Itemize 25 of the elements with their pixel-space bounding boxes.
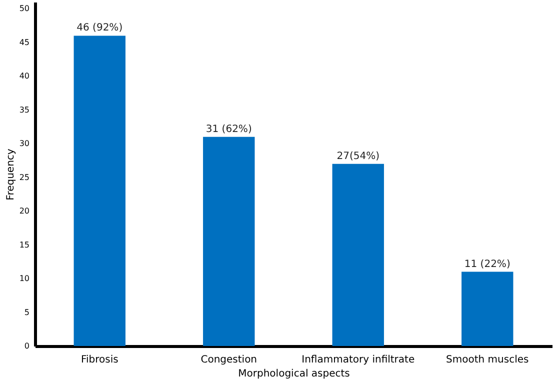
bar — [332, 164, 384, 346]
y-tick-label: 0 — [24, 342, 30, 350]
y-tick-label: 40 — [19, 72, 30, 81]
x-axis-title: Morphological aspects — [238, 368, 350, 380]
y-tick-label: 30 — [19, 139, 30, 148]
bar — [462, 272, 514, 346]
data-label: 31 (62%) — [206, 124, 252, 135]
x-tick-label: Fibrosis — [80, 354, 118, 366]
x-tick-label: Smooth muscles — [446, 354, 529, 366]
x-tick-label: Inflammatory infiltrate — [302, 354, 415, 366]
bar — [74, 36, 126, 346]
data-label: 46 (92%) — [76, 22, 123, 34]
x-tick-label: Congestion — [200, 354, 258, 366]
y-axis-title: Frequency — [5, 148, 16, 200]
data-label: 27(54%) — [336, 150, 380, 162]
y-tick-label: 50 — [19, 4, 30, 14]
y-tick-label: 10 — [19, 274, 30, 284]
y-tick-label: 15 — [19, 240, 30, 250]
y-tick-label: 35 — [19, 105, 30, 114]
y-tick-label: 25 — [19, 172, 30, 182]
data-label: 11 (22%) — [464, 258, 510, 270]
bar — [203, 136, 255, 346]
y-tick-label: 45 — [19, 38, 30, 47]
y-tick-label: 5 — [24, 308, 30, 317]
y-tick-label: 20 — [19, 206, 30, 216]
